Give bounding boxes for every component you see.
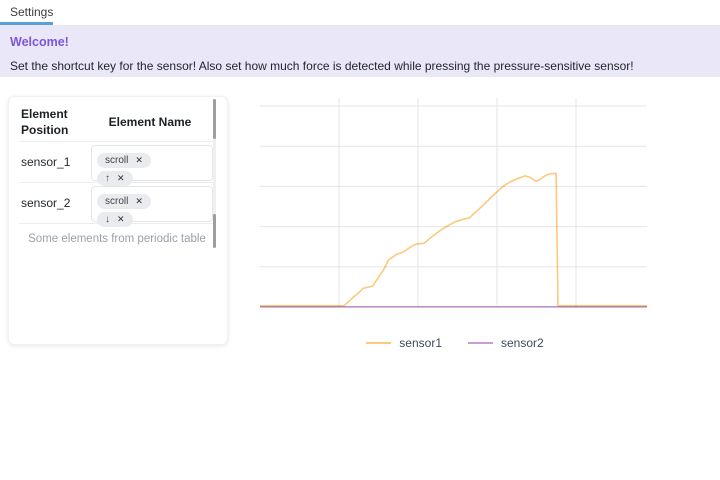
remove-tag-icon[interactable]: ✕ [117, 213, 125, 224]
scrollbar-thumb[interactable] [213, 99, 216, 139]
tag-label: scroll [105, 195, 129, 207]
legend-item-sensor1[interactable]: sensor1 [366, 336, 442, 350]
element-name-tag-input[interactable]: scroll ✕ ↓ ✕ [91, 185, 213, 227]
tag-label: scroll [105, 154, 129, 166]
column-header-element-name: Element Name [108, 115, 192, 129]
sensor-mapping-card: Element Position Element Name sensor_1 s… [8, 96, 228, 345]
table-row: sensor_2 scroll ✕ ↓ ✕ [19, 183, 215, 227]
column-header-element-position: Element Position [21, 107, 69, 138]
table-header-row: Element Position Element Name [19, 97, 215, 142]
tab-bar: Settings [0, 0, 720, 25]
row-position-label: sensor_1 [21, 155, 71, 169]
active-tab-indicator [0, 22, 53, 25]
welcome-banner: Welcome! Set the shortcut key for the se… [0, 25, 720, 77]
tag[interactable]: ↑ ✕ [97, 170, 133, 186]
tag-label: ↑ [105, 172, 110, 184]
banner-description: Set the shortcut key for the sensor! Als… [10, 59, 634, 73]
tag[interactable]: ↓ ✕ [97, 211, 133, 227]
sensor1-line-swatch [366, 342, 392, 344]
remove-tag-icon[interactable]: ✕ [117, 172, 125, 183]
remove-tag-icon[interactable]: ✕ [135, 154, 143, 165]
chart-legend: sensor1 sensor2 [255, 334, 655, 352]
legend-item-sensor2[interactable]: sensor2 [468, 336, 544, 350]
sensor-force-line-chart [260, 98, 647, 308]
banner-title: Welcome! [10, 35, 69, 49]
tag[interactable]: scroll ✕ [97, 193, 151, 209]
tag-label: ↓ [105, 213, 110, 225]
row-position-label: sensor_2 [21, 196, 71, 210]
element-name-tag-input[interactable]: scroll ✕ ↑ ✕ [91, 144, 213, 186]
scrollbar-thumb[interactable] [213, 214, 216, 248]
tab-settings[interactable]: Settings [10, 5, 54, 19]
sensor-table: Element Position Element Name sensor_1 s… [19, 97, 215, 245]
legend-label: sensor2 [501, 336, 544, 350]
chart-line-sensor1 [260, 172, 647, 307]
legend-label: sensor1 [399, 336, 442, 350]
table-row: sensor_1 scroll ✕ ↑ ✕ [19, 142, 215, 186]
table-scrollbar[interactable] [213, 99, 216, 248]
tag[interactable]: scroll ✕ [97, 152, 151, 168]
sensor2-line-swatch [468, 342, 493, 344]
table-footer-caption: Some elements from periodic table [28, 233, 206, 245]
remove-tag-icon[interactable]: ✕ [135, 195, 143, 206]
